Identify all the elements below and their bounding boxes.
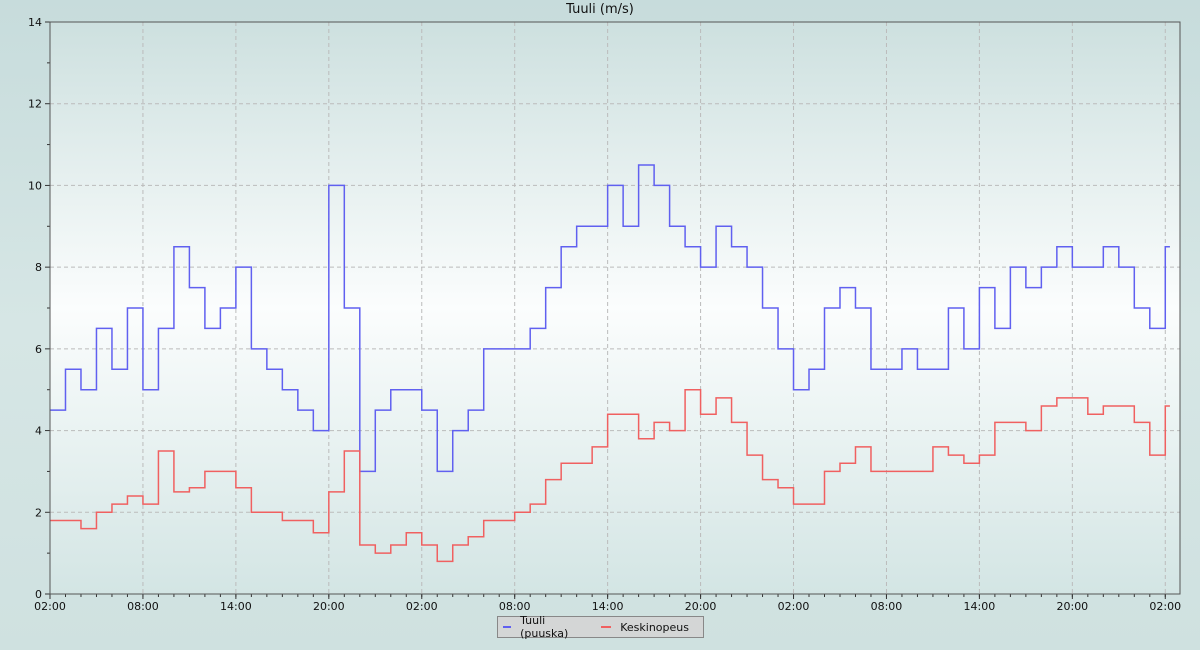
plot-area	[50, 22, 1180, 594]
y-tick-label: 8	[35, 261, 42, 274]
x-tick-label: 14:00	[964, 600, 996, 613]
y-tick-label: 2	[35, 506, 42, 519]
legend-swatch-gust	[503, 626, 512, 628]
y-tick-label: 4	[35, 425, 42, 438]
x-tick-label: 20:00	[685, 600, 717, 613]
x-tick-label: 14:00	[592, 600, 624, 613]
y-tick-label: 6	[35, 343, 42, 356]
series-line-mean	[50, 388, 1170, 563]
x-tick-label: 02:00	[406, 600, 438, 613]
x-tick-label: 02:00	[34, 600, 66, 613]
x-tick-label: 14:00	[220, 600, 252, 613]
y-tick-label: 10	[28, 179, 42, 192]
x-tick-label: 08:00	[871, 600, 903, 613]
legend-swatch-mean	[601, 626, 612, 628]
x-tick-label: 08:00	[127, 600, 159, 613]
x-tick-label: 02:00	[778, 600, 810, 613]
y-tick-label: 12	[28, 98, 42, 111]
series-line-gust	[50, 164, 1170, 473]
chart-title: Tuuli (m/s)	[566, 2, 634, 17]
legend-item-gust: Tuuli (puuska)	[503, 614, 582, 640]
plot-border	[49, 21, 1181, 595]
y-tick-label: 0	[35, 588, 42, 601]
y-tick-label: 14	[28, 16, 42, 29]
legend: Tuuli (puuska) Keskinopeus	[497, 614, 704, 640]
legend-item-mean: Keskinopeus	[601, 621, 689, 634]
x-tick-label: 08:00	[499, 600, 531, 613]
legend-label-mean: Keskinopeus	[620, 620, 689, 634]
x-tick-label: 20:00	[1056, 600, 1088, 613]
x-tick-label: 02:00	[1149, 600, 1181, 613]
x-tick-label: 20:00	[313, 600, 345, 613]
legend-label-gust: Tuuli (puuska)	[520, 614, 569, 640]
